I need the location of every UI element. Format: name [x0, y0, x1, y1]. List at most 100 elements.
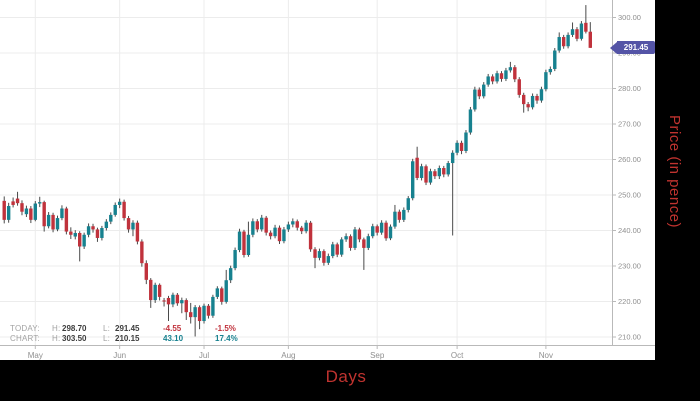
candle-body-up: [86, 226, 91, 235]
candle-body-up: [46, 214, 51, 227]
candle-body-up: [486, 76, 490, 85]
candle-body-down: [64, 208, 69, 232]
legend-today-low-value: 291.45: [115, 324, 140, 333]
candle-body-down: [442, 168, 446, 175]
y-tick-label: 260.00: [618, 155, 641, 164]
candle-body-down: [348, 236, 353, 248]
candle-body-up: [495, 73, 499, 82]
y-axis-title: Price (in pence): [666, 115, 683, 229]
y-tick-label: 240.00: [618, 226, 641, 235]
candle-body-up: [464, 132, 468, 151]
candle-body-up: [553, 50, 557, 69]
candle-body-up: [73, 232, 77, 237]
candle-body-down: [91, 226, 95, 230]
candle-body-down: [157, 284, 162, 297]
candle-body-down: [517, 79, 521, 95]
candle-body-down: [535, 95, 539, 101]
candle-body-down: [335, 244, 339, 255]
candle-body-down: [308, 222, 313, 250]
candle-body-down: [522, 94, 526, 105]
legend-row-chart: CHART: H: 303.50 L: 210.15 43.10 17.4%: [10, 334, 250, 344]
legend-today-low-label: L:: [103, 324, 111, 333]
candle-body-up: [260, 217, 264, 230]
candle-body-up: [339, 239, 344, 255]
candle-body-down: [189, 312, 193, 318]
candle-body-down: [184, 300, 188, 313]
legend-today-change: -4.55: [163, 324, 182, 333]
candle-body-up: [570, 29, 575, 35]
x-tick-label: Aug: [281, 351, 295, 360]
candle-body-up: [557, 37, 561, 51]
candle-body-down: [29, 208, 33, 220]
candle-body-up: [251, 221, 255, 235]
candle-body-up: [579, 23, 584, 39]
candle-body-up: [411, 161, 415, 199]
candle-body-down: [295, 221, 299, 228]
candle-body-up: [566, 34, 570, 47]
y-tick-label: 220.00: [618, 297, 641, 306]
y-tick-label: 250.00: [618, 191, 641, 200]
candle-body-down: [78, 232, 82, 247]
x-axis-title: Days: [325, 367, 367, 386]
candle-body-up: [371, 226, 375, 237]
candle-body-up: [344, 236, 348, 240]
candle-body-up: [473, 89, 477, 110]
candle-body-down: [11, 201, 15, 205]
y-tick-label: 230.00: [618, 262, 641, 271]
candle-body-up: [55, 218, 60, 230]
candle-body-down: [15, 198, 20, 204]
legend-today-label: TODAY:: [10, 324, 40, 333]
candle-body-up: [131, 222, 135, 230]
candle-body-down: [490, 76, 495, 82]
candle-body-up: [428, 171, 433, 183]
x-tick-label: May: [28, 351, 43, 360]
candle-body-up: [171, 294, 175, 305]
legend: TODAY: H: 298.70 L: 291.45 -4.55 -1.5% C…: [10, 324, 250, 343]
candle-body-up: [304, 222, 308, 232]
candle-body-down: [526, 104, 530, 108]
candle-body-up: [180, 300, 184, 304]
candle-body-up: [211, 296, 215, 316]
x-tick-label: Nov: [539, 351, 553, 360]
candle-body-down: [2, 200, 6, 220]
legend-chart-change: 43.10: [163, 333, 184, 343]
candle-body-up: [224, 280, 228, 302]
legend-today-high-label: H:: [52, 324, 61, 333]
candle-body-down: [220, 288, 224, 302]
candle-body-down: [95, 229, 100, 238]
candle-body-down: [477, 89, 481, 97]
candle-body-up: [530, 95, 535, 108]
candle-body-up: [331, 244, 335, 257]
candle-body-up: [366, 236, 370, 248]
y-tick-label: 280.00: [618, 84, 641, 93]
candle-body-up: [286, 224, 291, 230]
legend-row-today: TODAY: H: 298.70 L: 291.45 -4.55 -1.5%: [10, 324, 250, 334]
candlestick-chart[interactable]: 210.00 220.00 230.00 240.00 250.00 260.00 270.…: [0, 0, 655, 360]
candle-body-down: [69, 231, 73, 235]
candle-body-up: [273, 227, 277, 237]
candle-body-down: [162, 300, 166, 302]
candle-body-down: [584, 22, 588, 32]
candle-body-down: [264, 217, 268, 233]
candle-body-up: [246, 234, 251, 256]
candle-body-up: [153, 284, 157, 301]
y-tick-label: 270.00: [618, 120, 641, 129]
candle-body-up: [539, 89, 544, 101]
x-tick-label: Jun: [113, 351, 126, 360]
candle-body-down: [122, 201, 126, 219]
candle-body-up: [437, 168, 442, 177]
candle-body-up: [406, 198, 410, 210]
candle-body-up: [548, 68, 553, 73]
candle-body-down: [357, 229, 362, 240]
candle-body-down: [375, 226, 379, 233]
candle-body-down: [149, 279, 153, 301]
candle-body-up: [38, 202, 42, 204]
candle-body-up: [228, 268, 233, 281]
candle-body-down: [415, 157, 419, 178]
candle-body-up: [508, 67, 513, 71]
candle-body-up: [24, 208, 29, 215]
candle-body-up: [60, 208, 64, 219]
price-tag-value: 291.45: [617, 41, 655, 54]
candle-body-up: [282, 229, 286, 242]
candle-body-up: [193, 307, 197, 318]
